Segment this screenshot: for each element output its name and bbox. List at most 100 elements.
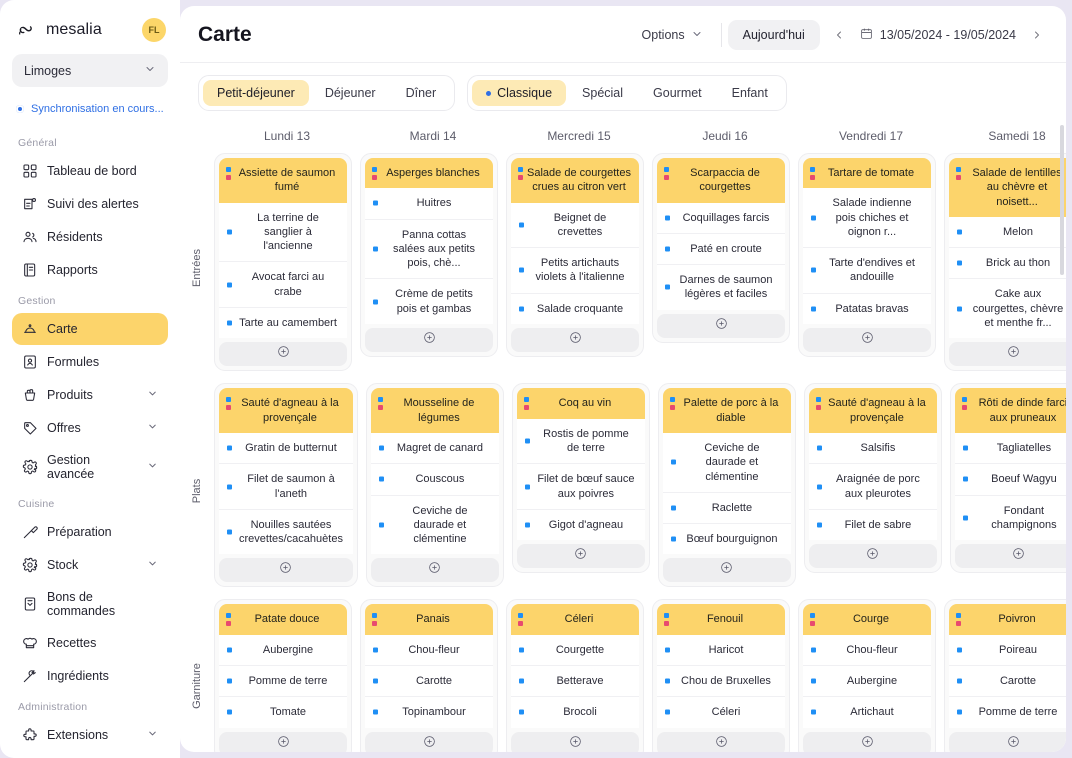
tab-gourmet[interactable]: Gourmet bbox=[639, 80, 716, 106]
today-button[interactable]: Aujourd'hui bbox=[727, 20, 820, 50]
menu-card-header[interactable]: Tartare de tomate bbox=[803, 158, 931, 189]
menu-item[interactable]: Paté en croute bbox=[657, 233, 785, 266]
menu-item[interactable]: Filet de sabre bbox=[808, 509, 937, 541]
avatar[interactable]: FL bbox=[142, 18, 166, 42]
add-menu-item-button[interactable] bbox=[365, 731, 493, 752]
prev-week-button[interactable] bbox=[826, 22, 852, 48]
menu-item[interactable]: Filet de saumon à l'aneth bbox=[219, 464, 353, 510]
sidebar-item-stock[interactable]: Stock bbox=[12, 549, 168, 581]
menu-item[interactable]: Melon bbox=[949, 216, 1066, 249]
menu-item[interactable]: Beignet de crevettes bbox=[511, 202, 639, 249]
add-menu-item-button[interactable] bbox=[219, 342, 347, 367]
menu-item[interactable]: Courgette bbox=[511, 634, 639, 667]
menu-item[interactable]: Chou-fleur bbox=[365, 634, 493, 667]
menu-card-header[interactable]: Sauté d'agneau à la provençale bbox=[219, 388, 353, 433]
menu-item[interactable]: Salade croquante bbox=[511, 293, 639, 325]
menu-item[interactable]: Patatas bravas bbox=[803, 293, 931, 325]
menu-card-header[interactable]: Courge bbox=[803, 604, 931, 635]
sidebar-item-pr-paration[interactable]: Préparation bbox=[12, 516, 168, 548]
menu-item[interactable]: Tarte d'endives et andouille bbox=[803, 248, 931, 294]
menu-item[interactable]: Chou-fleur bbox=[803, 634, 931, 667]
menu-item[interactable]: Magret de canard bbox=[370, 432, 499, 465]
menu-item[interactable]: Fondant champignons bbox=[954, 495, 1066, 541]
menu-item[interactable]: Tomate bbox=[219, 697, 347, 728]
org-selector[interactable]: Limoges bbox=[12, 54, 168, 87]
menu-item[interactable]: Boeuf Wagyu bbox=[954, 464, 1066, 496]
sidebar-item-recettes[interactable]: Recettes bbox=[12, 627, 168, 659]
menu-item[interactable]: Huitres bbox=[365, 188, 493, 220]
menu-item[interactable]: Tarte au camembert bbox=[219, 308, 347, 339]
sidebar-item-produits[interactable]: Produits bbox=[12, 379, 168, 411]
menu-card-header[interactable]: Fenouil bbox=[657, 604, 785, 635]
menu-item[interactable]: Filet de bœuf sauce aux poivres bbox=[516, 464, 645, 510]
menu-card-header[interactable]: Rôti de dinde farci aux pruneaux bbox=[954, 388, 1066, 433]
menu-card-header[interactable]: Panais bbox=[365, 604, 493, 635]
sidebar-item-gestion-avanc-e[interactable]: Gestion avancée bbox=[12, 445, 168, 489]
menu-card-header[interactable]: Poivron bbox=[949, 604, 1066, 635]
menu-card-header[interactable]: Patate douce bbox=[219, 604, 347, 635]
date-range-display[interactable]: 13/05/2024 - 19/05/2024 bbox=[856, 27, 1020, 43]
menu-item[interactable]: Ceviche de daurade et clémentine bbox=[662, 432, 791, 493]
add-menu-item-button[interactable] bbox=[949, 342, 1066, 367]
sidebar-item-bons-de-commandes[interactable]: Bons de commandes bbox=[12, 582, 168, 626]
tab-petit-d-jeuner[interactable]: Petit-déjeuner bbox=[203, 80, 309, 106]
add-menu-item-button[interactable] bbox=[662, 558, 791, 583]
menu-item[interactable]: Nouilles sautées crevettes/cacahuètes bbox=[219, 509, 353, 555]
menu-item[interactable]: Carotte bbox=[949, 666, 1066, 698]
menu-item[interactable]: Aubergine bbox=[803, 666, 931, 698]
menu-item[interactable]: Araignée de porc aux pleurotes bbox=[808, 464, 937, 510]
sidebar-item-r-sidents[interactable]: Résidents bbox=[12, 221, 168, 253]
menu-card-header[interactable]: Assiette de saumon fumé bbox=[219, 158, 347, 203]
menu-item[interactable]: Carotte bbox=[365, 666, 493, 698]
sidebar-item-tableau-de-bord[interactable]: Tableau de bord bbox=[12, 155, 168, 187]
board-scroll-area[interactable]: Lundi 13 Mardi 14 Mercredi 15 Jeudi 16 Vendr… bbox=[180, 121, 1066, 752]
add-menu-item-button[interactable] bbox=[803, 731, 931, 752]
add-menu-item-button[interactable] bbox=[803, 328, 931, 353]
menu-item[interactable]: Salsifis bbox=[808, 432, 937, 465]
add-menu-item-button[interactable] bbox=[365, 328, 493, 353]
options-button[interactable]: Options bbox=[630, 21, 715, 50]
menu-item[interactable]: Topinambour bbox=[365, 697, 493, 728]
menu-card-header[interactable]: Palette de porc à la diable bbox=[662, 388, 791, 433]
menu-item[interactable]: Poireau bbox=[949, 634, 1066, 667]
menu-item[interactable]: Céleri bbox=[657, 697, 785, 728]
sidebar-item-formules[interactable]: Formules bbox=[12, 346, 168, 378]
add-menu-item-button[interactable] bbox=[657, 313, 785, 338]
menu-item[interactable]: Pomme de terre bbox=[949, 697, 1066, 728]
menu-card-header[interactable]: Scarpaccia de courgettes bbox=[657, 158, 785, 203]
menu-item[interactable]: Brocoli bbox=[511, 697, 639, 728]
menu-item[interactable]: Salade indienne pois chiches et oignon r… bbox=[803, 188, 931, 249]
menu-item[interactable]: Crème de petits pois et gambas bbox=[365, 279, 493, 325]
menu-item[interactable]: Artichaut bbox=[803, 697, 931, 728]
add-menu-item-button[interactable] bbox=[808, 544, 937, 569]
sidebar-item-ingr-dients[interactable]: Ingrédients bbox=[12, 660, 168, 692]
menu-item[interactable]: Betterave bbox=[511, 666, 639, 698]
sidebar-item-suivi-des-alertes[interactable]: Suivi des alertes bbox=[12, 188, 168, 220]
tab-classique[interactable]: Classique bbox=[472, 80, 567, 106]
menu-item[interactable]: Brick au thon bbox=[949, 248, 1066, 280]
add-menu-item-button[interactable] bbox=[657, 731, 785, 752]
add-menu-item-button[interactable] bbox=[954, 544, 1066, 569]
add-menu-item-button[interactable] bbox=[511, 731, 639, 752]
menu-item[interactable]: Pomme de terre bbox=[219, 666, 347, 698]
menu-item[interactable]: La terrine de sanglier à l'ancienne bbox=[219, 202, 347, 263]
sidebar-item-extensions[interactable]: Extensions bbox=[12, 719, 168, 751]
menu-item[interactable]: Panna cottas salées aux petits pois, chè… bbox=[365, 219, 493, 280]
add-menu-item-button[interactable] bbox=[219, 558, 353, 583]
next-week-button[interactable] bbox=[1024, 22, 1050, 48]
menu-item[interactable]: Chou de Bruxelles bbox=[657, 666, 785, 698]
tab-d-ner[interactable]: Dîner bbox=[392, 80, 451, 106]
menu-item[interactable]: Couscous bbox=[370, 464, 499, 496]
menu-item[interactable]: Bœuf bourguignon bbox=[662, 524, 791, 555]
menu-item[interactable]: Ceviche de daurade et clémentine bbox=[370, 495, 499, 555]
sidebar-item-carte[interactable]: Carte bbox=[12, 313, 168, 345]
menu-item[interactable]: Gratin de butternut bbox=[219, 432, 353, 465]
menu-item[interactable]: Aubergine bbox=[219, 634, 347, 667]
menu-item[interactable]: Avocat farci au crabe bbox=[219, 262, 347, 309]
menu-card-header[interactable]: Salade de lentilles au chèvre et noisett… bbox=[949, 158, 1066, 217]
menu-card-header[interactable]: Céleri bbox=[511, 604, 639, 635]
menu-card-header[interactable]: Coq au vin bbox=[516, 388, 645, 419]
menu-card-header[interactable]: Asperges blanches bbox=[365, 158, 493, 189]
tab-sp-cial[interactable]: Spécial bbox=[568, 80, 637, 106]
menu-card-header[interactable]: Salade de courgettes crues au citron ver… bbox=[511, 158, 639, 203]
